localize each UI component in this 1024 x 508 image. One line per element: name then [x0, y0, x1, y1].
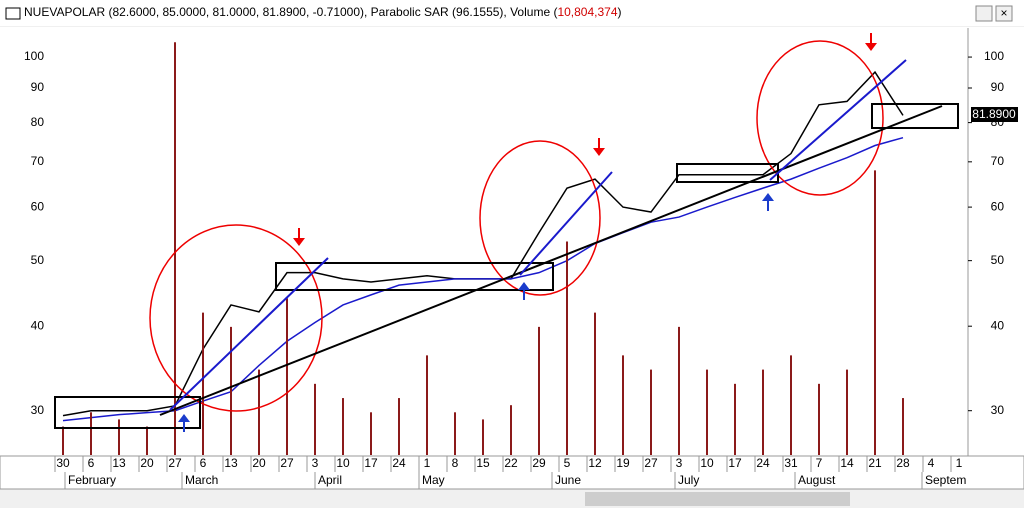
range-box	[54, 396, 201, 429]
y2-tick-label: 70	[991, 154, 1005, 168]
y-tick-label: 60	[31, 199, 45, 213]
trend-line	[169, 257, 329, 411]
y2-tick-label: 90	[991, 80, 1005, 94]
x-tick-label: 29	[532, 456, 546, 470]
scroll-thumb[interactable]	[585, 492, 850, 506]
range-box	[275, 262, 554, 291]
x-tick-label: 10	[336, 456, 350, 470]
last-price-box	[971, 107, 1018, 122]
y-tick-label: 80	[31, 115, 45, 129]
y2-tick-label: 100	[984, 49, 1004, 63]
month-label: August	[798, 473, 836, 487]
x-tick-label: 15	[476, 456, 490, 470]
x-tick-label: 7	[816, 456, 823, 470]
annotation-circle	[149, 224, 323, 412]
x-tick-label: 30	[56, 456, 70, 470]
y2-tick-label: 30	[991, 403, 1005, 417]
x-tick-label: 4	[928, 456, 935, 470]
scroll-bar[interactable]	[0, 490, 1024, 508]
x-tick-label: 17	[364, 456, 378, 470]
trend-line	[519, 171, 613, 276]
volume-value: 10,804,374	[557, 5, 617, 19]
y-tick-label: 40	[31, 318, 45, 332]
down-arrow	[293, 228, 305, 246]
y2-tick-label: 40	[991, 318, 1005, 332]
x-tick-label: 3	[676, 456, 683, 470]
x-tick-label: 24	[756, 456, 770, 470]
x-tick-label: 6	[88, 456, 95, 470]
x-tick-label: 12	[588, 456, 602, 470]
x-tick-label: 5	[564, 456, 571, 470]
month-label: February	[68, 473, 116, 487]
last-price: 81.8900	[972, 107, 1016, 121]
x-tick-label: 27	[168, 456, 182, 470]
month-label: March	[185, 473, 218, 487]
down-arrow	[593, 138, 605, 156]
up-arrow	[518, 282, 530, 300]
trend-line	[159, 105, 943, 416]
restore-button[interactable]	[975, 5, 993, 22]
y2-tick-label: 60	[991, 199, 1005, 213]
month-label: July	[678, 473, 699, 487]
x-tick-label: 28	[896, 456, 910, 470]
month-label: Septem	[925, 473, 966, 487]
close-icon: ×	[1000, 6, 1007, 20]
y-tick-label: 30	[31, 403, 45, 417]
plot-background	[0, 27, 1024, 456]
x-tick-label: 13	[224, 456, 238, 470]
annotation-circle	[756, 40, 884, 196]
title-end: )	[618, 5, 622, 19]
x-tick-label: 27	[644, 456, 658, 470]
x-tick-label: 22	[504, 456, 518, 470]
x-tick-label: 27	[280, 456, 294, 470]
annotation-circle	[479, 140, 601, 296]
y-tick-label: 90	[31, 80, 45, 94]
close-button[interactable]	[995, 5, 1013, 22]
x-tick-label: 6	[200, 456, 207, 470]
month-label: April	[318, 473, 342, 487]
trend-line	[769, 59, 907, 181]
up-arrow	[178, 414, 190, 432]
y-tick-label: 100	[24, 49, 44, 63]
annotations	[54, 40, 959, 429]
y2-tick-label: 50	[991, 253, 1005, 267]
arrows	[178, 33, 877, 432]
month-label: May	[422, 473, 445, 487]
x-tick-label: 17	[728, 456, 742, 470]
title-bar	[0, 0, 1024, 26]
x-tick-label: 21	[868, 456, 882, 470]
window-icon	[5, 7, 21, 20]
x-tick-label: 13	[112, 456, 126, 470]
x-tick-label: 31	[784, 456, 798, 470]
x-tick-label: 8	[452, 456, 459, 470]
up-arrow	[762, 193, 774, 211]
title-row: NUEVAPOLAR (82.6000, 85.0000, 81.0000, 8…	[24, 5, 622, 19]
x-tick-label: 20	[252, 456, 266, 470]
x-tick-label: 14	[840, 456, 854, 470]
x-tick-label: 3	[312, 456, 319, 470]
x-tick-label: 1	[424, 456, 431, 470]
down-arrow	[865, 33, 877, 51]
range-box	[871, 103, 959, 129]
y-tick-label: 70	[31, 154, 45, 168]
y-tick-label: 50	[31, 253, 45, 267]
x-tick-label: 1	[956, 456, 963, 470]
date-axis	[0, 455, 1024, 490]
x-tick-label: 24	[392, 456, 406, 470]
x-tick-label: 10	[700, 456, 714, 470]
x-tick-label: 20	[140, 456, 154, 470]
chart-title: NUEVAPOLAR (82.6000, 85.0000, 81.0000, 8…	[24, 5, 557, 19]
x-tick-label: 19	[616, 456, 630, 470]
month-label: June	[555, 473, 581, 487]
